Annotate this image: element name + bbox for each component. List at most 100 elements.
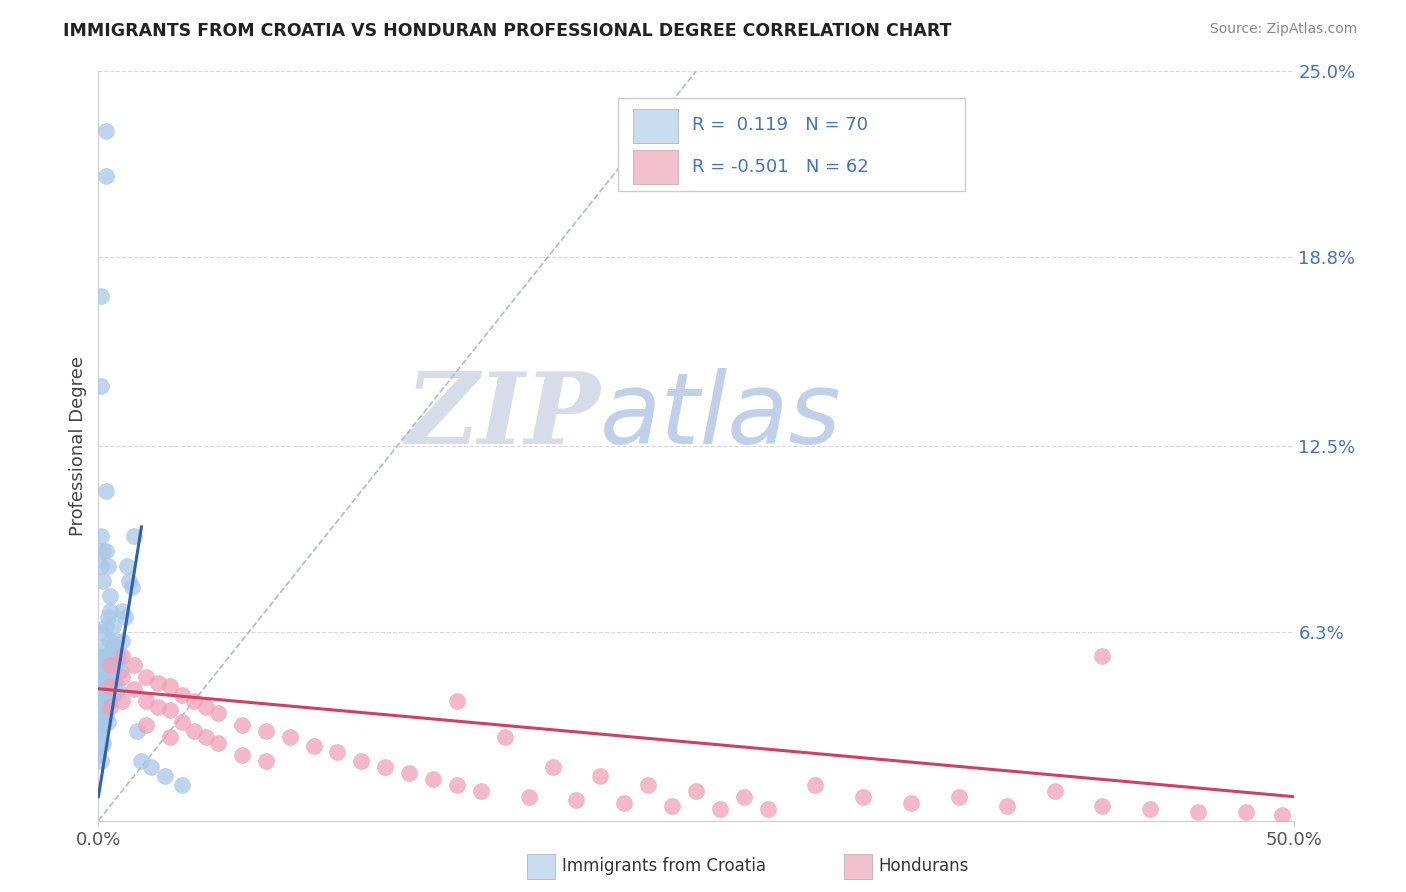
Point [91,574,114,588]
Point [104,633,127,648]
Point [613,796,636,810]
FancyBboxPatch shape [633,109,678,143]
Point [97,675,120,690]
Point [98,633,122,648]
Point [207,736,229,750]
Point [565,792,588,806]
Point [90,289,112,303]
Point [231,747,253,762]
Point [124,681,146,696]
Point [517,789,540,804]
Point [90,694,112,708]
FancyBboxPatch shape [633,150,678,184]
Point [98,604,122,618]
Point [733,789,755,804]
Point [90,558,112,573]
Point [90,529,112,543]
Point [94,708,117,723]
Text: ZIP: ZIP [405,368,600,464]
Point [101,664,124,678]
Point [94,483,117,498]
Point [94,648,117,663]
Point [756,802,779,816]
Point [422,772,444,786]
Point [900,796,922,810]
Point [172,688,194,702]
Point [326,745,349,759]
Point [91,544,114,558]
Text: R = -0.501   N = 62: R = -0.501 N = 62 [692,158,869,177]
Point [87,664,110,678]
Text: atlas: atlas [600,368,842,465]
Point [87,747,110,762]
Point [97,610,120,624]
Point [148,675,170,690]
Point [183,694,205,708]
Point [254,723,277,738]
Point [124,657,146,672]
Point [278,730,301,744]
Point [98,673,122,687]
Point [101,688,124,702]
Point [139,760,162,774]
Point [121,580,143,594]
Point [87,699,110,714]
Point [91,640,114,654]
Point [1091,798,1114,813]
Point [118,574,141,588]
Point [91,699,114,714]
Point [1043,783,1066,797]
Point [90,723,112,738]
Point [101,619,124,633]
Point [661,798,683,813]
Point [124,529,146,543]
Point [90,739,112,753]
Point [90,379,112,393]
Point [135,717,157,731]
Point [97,694,120,708]
Point [91,717,114,731]
Point [87,723,110,738]
Point [94,169,117,184]
Point [398,765,420,780]
Point [302,739,325,753]
Point [111,604,134,618]
Point [1187,805,1209,819]
Point [589,769,612,783]
Point [195,699,218,714]
Point [709,802,731,816]
Y-axis label: Professional Degree: Professional Degree [69,356,87,536]
Point [159,703,181,717]
Point [98,699,122,714]
Point [94,619,117,633]
Point [90,648,112,663]
Point [98,679,122,693]
Point [948,789,970,804]
Point [1234,805,1257,819]
Text: Hondurans: Hondurans [879,857,969,875]
Point [131,754,153,768]
Point [148,699,170,714]
Point [98,694,122,708]
Point [94,124,117,138]
Point [1139,802,1161,816]
Text: R =  0.119   N = 70: R = 0.119 N = 70 [692,116,869,135]
Point [107,655,129,669]
Point [446,778,468,792]
Point [90,708,112,723]
Point [87,679,110,693]
Point [108,664,131,678]
Point [90,624,112,639]
Point [446,694,468,708]
Point [172,714,194,729]
Point [101,640,124,654]
Text: IMMIGRANTS FROM CROATIA VS HONDURAN PROFESSIONAL DEGREE CORRELATION CHART: IMMIGRANTS FROM CROATIA VS HONDURAN PROF… [63,22,952,40]
Point [90,754,112,768]
Point [94,544,117,558]
Point [97,714,120,729]
Point [183,723,205,738]
Point [135,670,157,684]
Point [852,789,875,804]
Point [125,723,148,738]
Point [804,778,827,792]
